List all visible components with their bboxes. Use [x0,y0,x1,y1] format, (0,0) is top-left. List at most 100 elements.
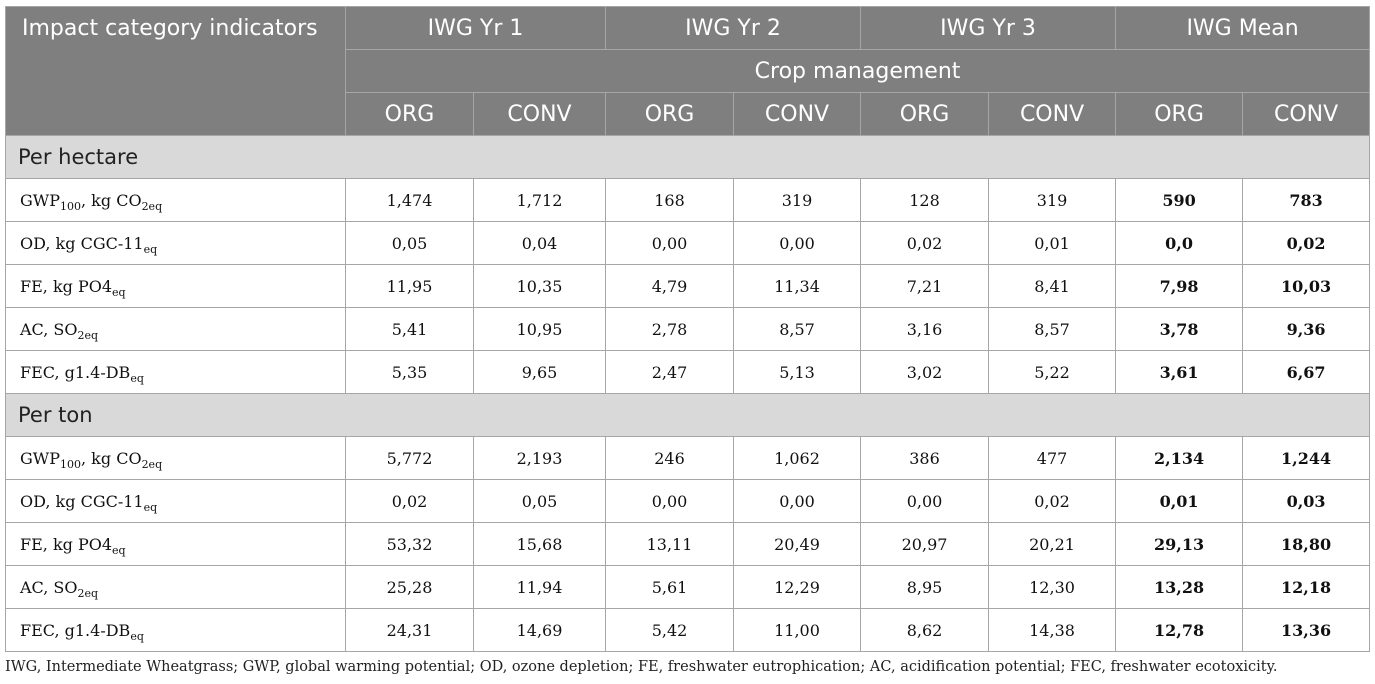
mean-value-cell: 18,80 [1242,522,1371,566]
section-label: Per hectare [4,135,1371,179]
table-footnote: IWG, Intermediate Wheatgrass; GWP, globa… [5,659,1278,675]
indicator-cell: FEC, g1.4-DBeq [5,608,346,652]
indicator-cell: AC, SO2eq [5,565,346,609]
value-cell: 25,28 [345,565,474,609]
table-header: Impact category indicators IWG Yr 1 IWG … [5,6,1371,136]
table-row: OD, kg CGC-11eq 0,02 0,05 0,00 0,00 0,00 0,02 0… [5,479,1371,523]
value-cell: 13,11 [605,522,735,566]
value-cell: 0,00 [733,221,862,265]
mean-value-cell: 9,36 [1242,307,1371,351]
value-cell: 12,30 [988,565,1117,609]
value-cell: 5,772 [345,436,474,480]
value-cell: 3,02 [860,350,990,394]
value-cell: 5,41 [345,307,474,351]
table-row: FE, kg PO4eq 11,95 10,35 4,79 11,34 7,21 8,41 7… [5,264,1371,308]
section-label: Per ton [4,393,1371,437]
table-row: FEC, g1.4-DBeq 5,35 9,65 2,47 5,13 3,02 5,22 3,… [5,350,1371,394]
indicator-subscript: eq [143,242,158,256]
mean-value-cell: 13,28 [1115,565,1244,609]
value-cell: 246 [605,436,735,480]
value-cell: 1,474 [345,178,474,222]
group-header-yr2: IWG Yr 2 [605,6,862,50]
value-cell: 5,22 [988,350,1117,394]
indicator-name: OD, kg CGC-11 [20,491,144,511]
subcol-header: ORG [345,92,474,136]
value-cell: 20,49 [733,522,862,566]
mean-value-cell: 3,61 [1115,350,1244,394]
subcol-header: CONV [733,92,862,136]
value-cell: 0,05 [472,479,607,523]
value-cell: 11,95 [345,264,474,308]
indicator-column-header: Impact category indicators [5,6,346,136]
indicator-subscript: eq [130,629,144,643]
indicator-name: OD, kg CGC-11 [20,233,144,253]
indicator-subscript: 2eq [141,199,163,213]
value-cell: 0,02 [345,479,474,523]
table-row: AC, SO2eq 25,28 11,94 5,61 12,29 8,95 12,30 13,… [5,565,1371,609]
value-cell: 53,32 [345,522,474,566]
value-cell: 9,65 [472,350,607,394]
mean-value-cell: 0,02 [1242,221,1371,265]
value-cell: 8,62 [860,608,990,652]
value-cell: 5,42 [605,608,735,652]
mean-value-cell: 590 [1115,178,1244,222]
indicator-name: FEC, g1.4-DB [20,620,131,640]
mean-value-cell: 3,78 [1115,307,1244,351]
table-row: FE, kg PO4eq 53,32 15,68 13,11 20,49 20,97 20,… [5,522,1371,566]
subcol-header: ORG [860,92,990,136]
mean-value-cell: 13,36 [1242,608,1371,652]
indicator-name: FEC, g1.4-DB [20,362,131,382]
value-cell: 20,97 [860,522,990,566]
value-cell: 24,31 [345,608,474,652]
table-row: GWP100, kg CO2eq 1,474 1,712 168 319 128 319 59… [5,178,1371,222]
indicator-name: GWP [20,190,60,210]
mean-value-cell: 0,03 [1242,479,1371,523]
table-row: AC, SO2eq 5,41 10,95 2,78 8,57 3,16 8,57 3,78 9,… [5,307,1371,351]
value-cell: 10,95 [472,307,607,351]
mean-value-cell: 2,134 [1115,436,1244,480]
indicator-name: FE, kg PO4 [20,276,113,296]
indicator-subscript: 2eq [77,328,99,342]
indicator-cell: GWP100, kg CO2eq [5,436,346,480]
value-cell: 0,01 [988,221,1117,265]
value-cell: 5,61 [605,565,735,609]
mean-value-cell: 1,244 [1242,436,1371,480]
value-cell: 3,16 [860,307,990,351]
indicator-subscript: 100 [60,199,81,213]
indicator-cell: FE, kg PO4eq [5,522,346,566]
value-cell: 8,41 [988,264,1117,308]
value-cell: 1,062 [733,436,862,480]
indicator-cell: OD, kg CGC-11eq [5,479,346,523]
indicator-name: AC, SO [20,319,78,339]
value-cell: 319 [988,178,1117,222]
mean-value-cell: 12,18 [1242,565,1371,609]
value-cell: 11,34 [733,264,862,308]
value-cell: 319 [733,178,862,222]
value-cell: 5,13 [733,350,862,394]
value-cell: 12,29 [733,565,862,609]
value-cell: 477 [988,436,1117,480]
group-header-mean: IWG Mean [1115,6,1371,50]
value-cell: 168 [605,178,735,222]
value-cell: 15,68 [472,522,607,566]
subcol-header: CONV [1242,92,1371,136]
value-cell: 14,69 [472,608,607,652]
impact-table: Impact category indicators IWG Yr 1 IWG … [4,6,1371,652]
value-cell: 1,712 [472,178,607,222]
mean-value-cell: 7,98 [1115,264,1244,308]
value-cell: 0,05 [345,221,474,265]
value-cell: 386 [860,436,990,480]
value-cell: 0,02 [860,221,990,265]
table-row: GWP100, kg CO2eq 5,772 2,193 246 1,062 386 477… [5,436,1371,480]
value-cell: 4,79 [605,264,735,308]
indicator-subscript: eq [112,285,126,299]
value-cell: 0,00 [860,479,990,523]
table-body: Per hectare GWP100, kg CO2eq 1,474 1,712 168… [4,135,1371,652]
value-cell: 14,38 [988,608,1117,652]
value-cell: 0,00 [605,221,735,265]
indicator-name-cont: , kg CO [81,448,142,468]
value-cell: 2,78 [605,307,735,351]
indicator-cell: FE, kg PO4eq [5,264,346,308]
value-cell: 0,00 [605,479,735,523]
indicator-subscript: 2eq [77,586,99,600]
